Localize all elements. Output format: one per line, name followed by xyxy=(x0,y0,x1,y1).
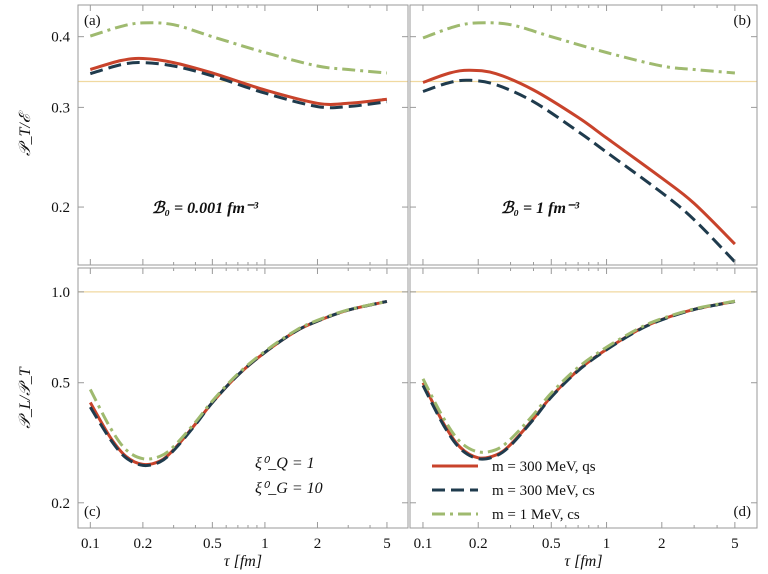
x-tick-label: 0.1 xyxy=(81,536,100,552)
series-line-m-300-mev-qs xyxy=(422,68,736,246)
panel-frame xyxy=(409,267,758,529)
x-axis-label: τ [fm] xyxy=(564,553,602,570)
x-tick-label: 0.2 xyxy=(469,536,488,552)
x-tick-label: 0.5 xyxy=(203,536,222,552)
y-tick-label: 0.2 xyxy=(51,496,70,512)
series-line-m-1-mev-cs xyxy=(88,299,388,461)
series-line-m-300-mev-qs xyxy=(88,299,388,467)
panel-a: 0.2 0.3 0.4 (a) 𝒫_T/ℰ ℬ₀ = 0.001 fm⁻³ xyxy=(17,4,409,266)
y-tick-label: 0.5 xyxy=(51,376,70,392)
series-line-m-1-mev-cs xyxy=(89,21,388,75)
series-line-m-300-mev-cs xyxy=(89,61,388,110)
series-line-m-300-mev-cs xyxy=(422,78,736,263)
series-line-m-1-mev-cs xyxy=(422,21,736,75)
series-line-m-1-mev-cs xyxy=(421,299,736,454)
x-tick-label: 5 xyxy=(731,536,739,552)
annotation: ℬ₀ = 0.001 fm⁻³ xyxy=(152,200,258,217)
x-tick-label: 0.5 xyxy=(542,536,561,552)
x-tick-label: 2 xyxy=(658,536,666,552)
panel-d: 0.1 0.2 0.5 1 2 5 (d) m = 300 MeV, qs m = 300 Me… xyxy=(409,267,758,552)
annotation-line: ξ⁰_Q = 1 xyxy=(255,455,315,472)
legend-label: m = 300 MeV, cs xyxy=(492,483,595,499)
x-tick-label: 0.1 xyxy=(414,536,433,552)
panel-label: (a) xyxy=(84,13,101,29)
y-tick-label: 1.0 xyxy=(51,285,70,301)
x-tick-label: 2 xyxy=(314,536,322,552)
x-tick-label: 1 xyxy=(603,536,611,552)
y-tick-label: 0.4 xyxy=(51,30,70,46)
series-line-m-300-mev-qs xyxy=(89,56,388,106)
panel-label: (b) xyxy=(734,13,752,29)
legend-label: m = 300 MeV, qs xyxy=(492,459,596,475)
panels: 0.2 0.3 0.4 (a) 𝒫_T/ℰ ℬ₀ = 0.001 fm⁻³ (b) ℬ₀ = … xyxy=(17,4,758,570)
series-line-m-300-mev-cs xyxy=(421,299,736,461)
y-axis-label: 𝒫_T/ℰ xyxy=(17,110,34,156)
panel-label: (d) xyxy=(734,504,752,520)
x-axis-label: τ [fm] xyxy=(224,553,262,570)
x-tick-label: 5 xyxy=(383,536,391,552)
x-tick-label: 0.2 xyxy=(134,536,153,552)
panel-label: (c) xyxy=(84,504,101,520)
y-tick-label: 0.3 xyxy=(51,100,70,116)
panel-frame xyxy=(409,4,758,266)
panel-b: (b) ℬ₀ = 1 fm⁻³ xyxy=(409,4,758,266)
annotation: ℬ₀ = 1 fm⁻³ xyxy=(501,200,579,217)
legend-label: m = 1 MeV, cs xyxy=(492,507,580,523)
panel-frame xyxy=(77,4,409,266)
annotation-line: ξ⁰_G = 10 xyxy=(255,480,323,497)
y-tick-label: 0.2 xyxy=(51,200,70,216)
panel-frame xyxy=(77,267,409,529)
series-line-m-300-mev-qs xyxy=(421,299,736,460)
x-tick-label: 1 xyxy=(261,536,269,552)
panel-c: 0.1 0.2 0.5 1 2 5 0.2 0.5 1.0 (c) 𝒫_L/𝒫_T ξ⁰_Q = 1 ξ… xyxy=(17,267,409,552)
series-line-m-300-mev-cs xyxy=(89,299,388,468)
y-axis-label: 𝒫_L/𝒫_T xyxy=(17,366,34,428)
